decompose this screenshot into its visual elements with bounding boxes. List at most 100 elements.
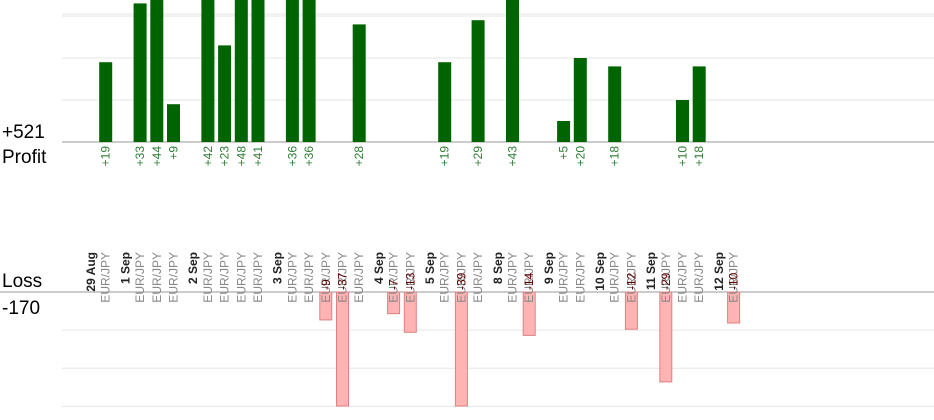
pair-label: EUR/JPY xyxy=(624,252,638,303)
date-label: 8 Sep xyxy=(491,252,505,284)
profit-bar xyxy=(692,66,706,142)
profit-bar xyxy=(150,0,164,142)
profit-value-label: +28 xyxy=(352,146,366,167)
loss-bar xyxy=(403,291,417,333)
profit-value-label: +18 xyxy=(608,146,622,167)
profit-bar xyxy=(352,24,366,142)
profit-value-label: +36 xyxy=(302,146,316,167)
profit-bar xyxy=(676,100,689,142)
pair-label: EUR/JPY xyxy=(454,252,468,303)
loss-bar xyxy=(319,291,333,321)
pair-label: EUR/JPY xyxy=(387,252,401,303)
profit-bar xyxy=(167,104,180,142)
profit-value-label: +33 xyxy=(133,146,147,167)
date-label: 11 Sep xyxy=(644,252,658,290)
loss-bar xyxy=(659,291,673,383)
profit-bar xyxy=(234,0,248,142)
loss-bar xyxy=(387,291,401,315)
loss-bar xyxy=(336,291,349,407)
loss-value-label: -14 xyxy=(522,272,536,290)
pair-label: EUR/JPY xyxy=(608,252,622,303)
pair-label: EUR/JPY xyxy=(471,252,485,303)
profit-bar xyxy=(99,62,113,143)
profit-bar xyxy=(133,3,147,143)
profit-value-label: +41 xyxy=(251,146,265,167)
pair-label: EUR/JPY xyxy=(218,252,232,303)
pair-label: EUR/JPY xyxy=(234,252,248,303)
pair-label: EUR/JPY xyxy=(557,252,571,303)
profit-value-label: +10 xyxy=(676,146,690,167)
loss-bar xyxy=(624,291,638,330)
profit-bar xyxy=(285,0,299,142)
date-label: 12 Sep xyxy=(712,252,726,291)
pair-label: EUR/JPY xyxy=(692,252,706,303)
pair-label: EUR/JPY xyxy=(150,252,164,303)
pair-label: EUR/JPY xyxy=(573,252,587,303)
profit-bar xyxy=(471,20,485,143)
loss-bar xyxy=(727,291,741,324)
profit-label: Profit xyxy=(2,147,47,168)
date-label: 3 Sep xyxy=(271,252,285,284)
profit-value-label: +5 xyxy=(557,146,571,160)
profit-bar xyxy=(218,45,232,142)
profit-value-label: +48 xyxy=(234,146,248,167)
profit-bar xyxy=(251,0,265,142)
loss-value-label: -9 xyxy=(319,279,333,290)
pair-label: EUR/JPY xyxy=(99,252,113,303)
loss-bar xyxy=(522,291,536,336)
pair-label: EUR/JPY xyxy=(506,252,520,303)
date-label: 1 Sep xyxy=(118,252,132,284)
date-label: 10 Sep xyxy=(593,252,607,291)
profit-value-label: +29 xyxy=(471,146,485,167)
pair-label: EUR/JPY xyxy=(319,252,333,303)
pair-label: EUR/JPY xyxy=(302,252,316,303)
pair-label: EUR/JPY xyxy=(336,252,350,303)
date-label: 9 Sep xyxy=(542,252,556,284)
pair-label: EUR/JPY xyxy=(438,252,452,303)
profit-bar xyxy=(608,66,622,142)
profit-value-label: +9 xyxy=(167,146,181,160)
profit-bar xyxy=(302,0,316,142)
pair-label: EUR/JPY xyxy=(522,252,536,303)
profit-value-label: +23 xyxy=(218,146,232,167)
profit-value-label: +43 xyxy=(506,146,520,167)
loss-label: Loss xyxy=(2,271,42,292)
labels-layer: 29 Aug EUR/JPY+191 Sep EUR/JPY+33EUR/JPY+4… xyxy=(84,146,741,303)
loss-value-label: -13 xyxy=(403,272,417,290)
profit-value-label: +19 xyxy=(99,146,113,167)
loss-value-label: -39 xyxy=(454,272,468,290)
pair-label: EUR/JPY xyxy=(201,252,215,303)
loss-value-label: -29 xyxy=(659,272,673,290)
bars-layer xyxy=(99,0,741,407)
loss-value-label: -10 xyxy=(727,272,741,290)
pair-label: EUR/JPY xyxy=(727,252,741,303)
pair-label: EUR/JPY xyxy=(285,252,299,303)
pair-label: EUR/JPY xyxy=(167,252,181,303)
profit-bar xyxy=(201,0,215,142)
pair-label: EUR/JPY xyxy=(659,252,673,303)
profit-value-label: +19 xyxy=(438,146,452,167)
date-label: 2 Sep xyxy=(186,252,200,284)
profit-value-label: +44 xyxy=(150,146,164,167)
pair-label: EUR/JPY xyxy=(676,252,690,303)
loss-value-label: -7 xyxy=(387,279,401,290)
profit-bar xyxy=(506,0,519,142)
profit-bar xyxy=(557,121,571,142)
loss-value-label: -37 xyxy=(336,272,350,290)
profit-bar xyxy=(438,62,452,143)
profit-value-label: +42 xyxy=(201,146,215,167)
pair-label: EUR/JPY xyxy=(403,252,417,303)
profit-bar xyxy=(573,58,587,142)
loss-total: -170 xyxy=(2,298,40,319)
pair-label: EUR/JPY xyxy=(133,252,147,303)
profit-value-label: +20 xyxy=(573,146,587,167)
date-label: 29 Aug xyxy=(84,252,98,292)
loss-value-label: -12 xyxy=(624,272,638,290)
profit-value-label: +36 xyxy=(285,146,299,167)
pair-label: EUR/JPY xyxy=(251,252,265,303)
profit-value-label: +18 xyxy=(692,146,706,167)
date-label: 4 Sep xyxy=(372,252,386,284)
loss-bar xyxy=(454,291,468,407)
date-label: 5 Sep xyxy=(423,252,437,284)
